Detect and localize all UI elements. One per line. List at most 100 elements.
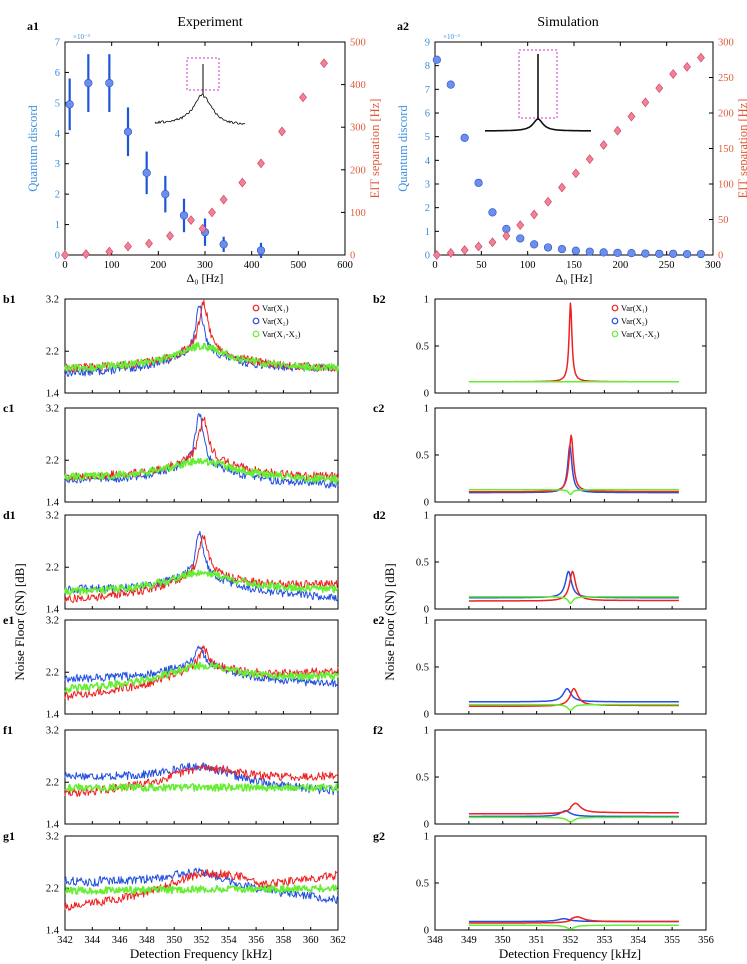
inset-spectrum [154,57,246,125]
discord-point [530,240,539,249]
x-tick-label: 358 [276,935,292,946]
x-tick-label: 300 [705,260,721,271]
panel-label: b1 [3,292,16,306]
eit-point [105,246,114,257]
eit-point [627,111,636,122]
eit-point [502,230,511,241]
eit-point [320,58,328,69]
panel-a1: a1 0 100 200 300 400 500 600 Δ₀ [Hz] 0 1 2 3 4 5 6 7 0 100… [26,19,382,285]
y-left-tick-label: 6 [425,109,430,120]
inset-curve [485,118,591,132]
plot-frame [64,835,339,931]
discord-point [669,249,678,258]
discord-point [123,127,133,136]
x-tick-label: 354 [630,935,647,946]
plot-frame [64,729,339,825]
x-tick-label: 352 [563,935,579,946]
x-tick-label: 100 [104,260,120,271]
y-right-tick-label: 300 [718,38,734,49]
panel-b1: b1 1.4 2.2 3.2 Var(X₁) Var(X₂) Var(X₁-X₂) [3,292,339,400]
y-tick-label: 3.2 [46,726,59,737]
x-axis-label: Δ₀ [Hz] [556,271,593,285]
noise-ylabel-right: Noise Floor (SN) [dB] [382,563,397,680]
y-left-tick-label: 8 [425,61,430,72]
eit-point [187,215,195,225]
eit-point [544,196,552,207]
x-tick-label: 356 [248,935,264,946]
y-left-tick-label: 6 [55,68,60,79]
panel-label: d1 [3,508,16,522]
x-tick-label: 342 [57,935,73,946]
discord-point [256,246,266,255]
eit-point [299,92,307,103]
discord-point [432,55,441,64]
panel-a2: a2 0 50 100 150 200 250 300 Δ₀ [Hz] 0 1 2 3 4 5 6 7 8 9 0 50… [396,19,747,285]
discord-point [557,244,567,254]
y-right-tick-label: 300 [350,123,366,134]
var-diff-trace [64,457,339,484]
y-tick-label: 0.5 [416,451,429,462]
var-x2-trace [468,444,679,494]
eit-point [219,194,228,205]
panel-b2: b2 0 0.5 1 Var(X₁) Var(X₂) Var(X₁-X₂) [373,292,707,400]
x-tick-label: 400 [244,260,260,271]
discord-point [488,208,497,217]
x-tick-label: 348 [427,935,443,946]
y-tick-label: 3.2 [46,832,59,843]
y-right-tick-label: 150 [718,144,734,155]
x-tick-label: 200 [612,260,628,271]
var-diff-trace [468,703,679,711]
eit-point [516,220,525,231]
discord-point [613,248,622,257]
eit-point [683,61,691,72]
var-diff-trace [468,596,679,605]
panel-label: c2 [373,401,384,415]
y-left-tick-label: 4 [55,129,61,140]
x-tick-label: 360 [303,935,319,946]
y-left-tick-label: 7 [425,85,430,96]
x-tick-label: 350 [166,935,182,946]
panel-g1: g1 1.4 2.2 3.2 342 344 346 348 350 352 354 356 358 36… [3,829,346,946]
panel-f2: f2 0 0.5 1 [373,723,707,831]
col2-title: Simulation [537,15,598,30]
eit-point [432,250,441,260]
eit-point [198,223,207,234]
var-x1-trace [468,687,679,708]
x-tick-label: 355 [664,935,680,946]
x-tick-label: 354 [221,935,238,946]
y-tick-label: 2.2 [46,778,59,789]
discord-point [142,168,151,177]
eit-point [474,241,483,252]
var-x1-trace [468,570,679,602]
panel-label: e1 [3,613,14,627]
legend-marker [611,330,619,338]
y-right-tick-label: 200 [718,109,734,120]
y-left-axis-label: Quantum discord [396,105,410,192]
y-left-tick-label: 5 [425,132,430,143]
y-tick-label: 1.4 [46,389,60,400]
discord-point [179,211,189,220]
x-tick-label: 600 [337,260,353,271]
y-tick-label: 0 [424,498,429,509]
y-tick-label: 1.4 [46,605,60,616]
eit-point [82,249,90,260]
panel-label: e2 [373,613,384,627]
y-right-tick-label: 50 [718,215,729,226]
eit-point [145,238,153,249]
scale-note: ×10⁻³ [443,33,460,41]
eit-point [460,245,469,255]
y-tick-label: 3.2 [46,295,59,306]
plot-frame [434,729,707,825]
y-tick-label: 0.5 [416,663,429,674]
y-left-tick-label: 9 [425,38,430,49]
x-tick-label: 349 [461,935,477,946]
y-tick-label: 2.2 [46,563,59,574]
inset-spectrum [485,49,591,132]
eit-point [124,241,132,252]
var-diff-trace [468,924,679,930]
discord-point [641,249,650,258]
freq-xlabel-left: Detection Frequency [kHz] [130,946,272,961]
x-tick-label: 300 [197,260,213,271]
y-tick-label: 2.2 [46,347,59,358]
eit-point [257,158,265,169]
